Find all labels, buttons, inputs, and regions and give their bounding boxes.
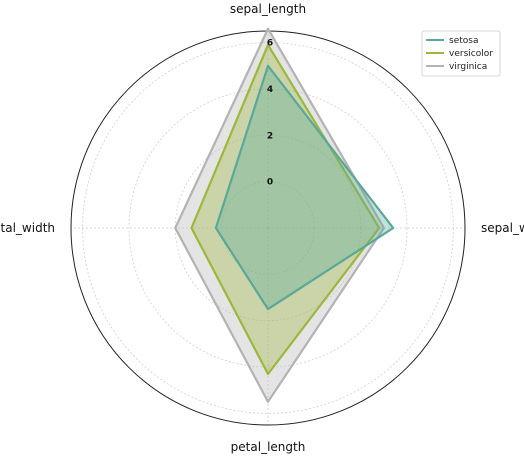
grid-circle-2 (128, 88, 408, 368)
legend-box (421, 30, 501, 77)
series-setosa (214, 64, 395, 311)
legend-label-setosa: setosa (449, 36, 478, 46)
axis-label-petal_width: petal_width (0, 221, 55, 235)
grid-circle-0 (221, 181, 315, 275)
tick-label-6: 6 (267, 39, 273, 49)
axis-label-sepal_width: sepal_width (481, 221, 524, 235)
legend-label-virginica: virginica (449, 62, 487, 72)
legend: setosa versicolor virginica (421, 30, 501, 77)
tick-label-0: 0 (267, 178, 273, 188)
series-layer (174, 27, 395, 403)
series-virginica (174, 27, 385, 403)
tick-label-4: 4 (267, 85, 273, 95)
legend-label-versicolor: versicolor (449, 49, 493, 59)
radial-tick-labels: 0 2 4 6 (267, 39, 273, 188)
axis-label-sepal_length: sepal_length (230, 2, 306, 16)
polar-grid (70, 30, 466, 426)
series-versicolor (190, 43, 381, 376)
axis-label-petal_length: petal_length (231, 440, 306, 454)
tick-label-2: 2 (267, 131, 273, 141)
